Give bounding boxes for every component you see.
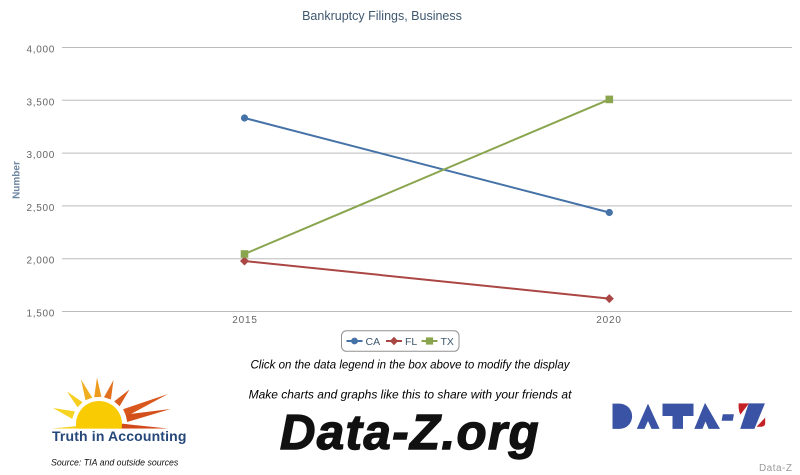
svg-text:2020: 2020 xyxy=(596,315,621,326)
svg-text:TX: TX xyxy=(441,336,454,348)
svg-text:Data-Z.org: Data-Z.org xyxy=(280,406,540,460)
svg-text:3,000: 3,000 xyxy=(26,150,55,161)
svg-text:4,000: 4,000 xyxy=(26,45,55,56)
svg-text:Source: TIA and outside source: Source: TIA and outside sources xyxy=(51,458,179,468)
svg-text:2015: 2015 xyxy=(232,315,257,326)
svg-text:Data-Z: Data-Z xyxy=(759,463,793,474)
svg-text:Make charts and graphs like th: Make charts and graphs like this to shar… xyxy=(249,388,572,402)
svg-text:Number: Number xyxy=(11,161,22,199)
svg-text:CA: CA xyxy=(366,336,381,348)
svg-text:2,000: 2,000 xyxy=(26,256,55,267)
svg-text:Bankruptcy Filings, Business: Bankruptcy Filings, Business xyxy=(302,9,462,23)
svg-text:2,500: 2,500 xyxy=(26,203,55,214)
svg-text:FL: FL xyxy=(405,336,417,348)
svg-text:Click on the data legend in th: Click on the data legend in the box abov… xyxy=(250,360,570,372)
svg-text:Truth in Accounting: Truth in Accounting xyxy=(52,428,187,444)
svg-text:1,500: 1,500 xyxy=(26,309,55,320)
svg-text:3,500: 3,500 xyxy=(26,97,55,108)
